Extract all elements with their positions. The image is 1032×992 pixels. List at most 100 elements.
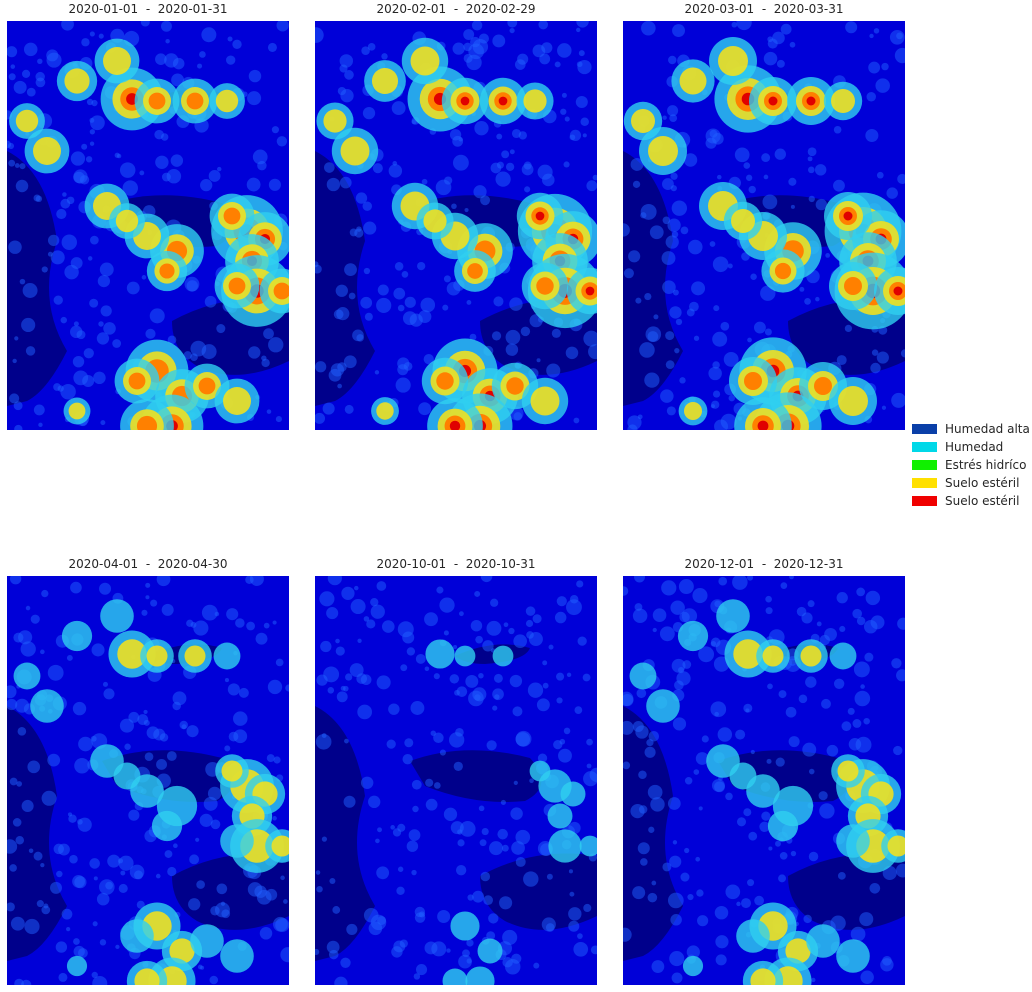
texture-speck (452, 42, 465, 55)
moisture-red (460, 96, 470, 106)
moisture-orange (223, 207, 241, 225)
texture-speck (423, 353, 434, 365)
moisture-yellow (376, 402, 394, 420)
texture-speck (681, 608, 698, 624)
texture-speck (483, 895, 493, 906)
moisture-red (893, 286, 903, 296)
moisture-red (768, 96, 778, 106)
texture-speck (437, 909, 451, 923)
texture-speck (139, 170, 145, 176)
texture-speck (765, 607, 773, 615)
moisture-cyan (454, 645, 476, 667)
texture-speck (61, 908, 73, 920)
texture-speck (170, 154, 184, 167)
texture-speck (459, 821, 476, 837)
texture-speck (50, 250, 65, 265)
texture-speck (662, 280, 676, 294)
texture-speck (789, 41, 796, 48)
texture-speck (807, 156, 813, 162)
texture-speck (876, 351, 889, 364)
texture-speck (671, 231, 679, 238)
texture-speck (100, 305, 112, 317)
texture-speck (315, 870, 321, 875)
texture-speck (775, 840, 781, 847)
texture-speck (833, 179, 845, 192)
texture-speck (821, 698, 831, 709)
texture-speck (392, 828, 402, 837)
texture-speck (450, 821, 464, 835)
texture-speck (503, 622, 509, 628)
texture-speck (482, 640, 494, 652)
texture-speck (420, 297, 436, 313)
texture-speck (740, 898, 751, 909)
texture-speck (509, 149, 515, 155)
texture-speck (92, 975, 108, 985)
texture-speck (248, 69, 262, 83)
texture-speck (711, 779, 725, 792)
texture-speck (569, 134, 576, 141)
texture-speck (667, 218, 681, 232)
texture-speck (367, 43, 376, 51)
texture-speck (868, 61, 881, 74)
texture-speck (360, 296, 373, 309)
moisture-red (535, 211, 545, 221)
texture-speck (263, 328, 274, 340)
texture-speck (736, 21, 752, 31)
texture-speck (149, 308, 165, 324)
texture-speck (341, 586, 355, 600)
texture-speck (146, 726, 160, 740)
texture-speck (90, 235, 99, 245)
texture-speck (21, 69, 31, 78)
moisture-cyan (13, 662, 41, 690)
texture-speck (577, 933, 583, 939)
texture-speck (687, 239, 703, 255)
texture-speck (346, 923, 358, 935)
texture-speck (190, 340, 207, 357)
texture-speck (133, 870, 144, 880)
texture-speck (368, 795, 381, 809)
texture-speck (93, 876, 98, 881)
texture-speck (413, 973, 421, 980)
map-image (315, 576, 597, 985)
texture-speck (623, 693, 634, 707)
texture-speck (238, 687, 249, 698)
moisture-yellow (184, 645, 206, 667)
texture-speck (30, 614, 40, 624)
texture-speck (870, 362, 881, 374)
legend-swatch (912, 460, 937, 470)
texture-speck (150, 599, 158, 607)
texture-speck (743, 808, 752, 817)
texture-speck (675, 318, 683, 326)
texture-speck (99, 879, 115, 895)
texture-speck (672, 289, 679, 296)
texture-speck (33, 404, 45, 416)
texture-speck (36, 900, 44, 908)
texture-speck (10, 64, 16, 69)
texture-speck (227, 36, 233, 42)
texture-speck (501, 150, 510, 159)
texture-speck (486, 740, 497, 751)
texture-speck (46, 52, 62, 68)
texture-speck (871, 349, 879, 356)
texture-speck (759, 821, 770, 832)
texture-speck (20, 979, 32, 985)
texture-speck (61, 21, 74, 31)
texture-speck (410, 701, 425, 715)
moisture-yellow (731, 209, 755, 233)
texture-speck (778, 874, 786, 883)
texture-speck (723, 351, 739, 367)
texture-speck (679, 377, 686, 384)
texture-speck (493, 673, 503, 683)
texture-speck (171, 73, 185, 87)
texture-speck (515, 856, 526, 867)
texture-speck (684, 847, 690, 854)
texture-speck (339, 54, 354, 68)
moisture-cyan (492, 645, 514, 667)
texture-speck (537, 753, 548, 763)
moisture-orange (536, 277, 554, 295)
texture-speck (748, 831, 758, 841)
texture-speck (478, 672, 484, 679)
texture-speck (807, 166, 815, 174)
moisture-yellow (271, 835, 289, 857)
texture-speck (623, 761, 631, 770)
